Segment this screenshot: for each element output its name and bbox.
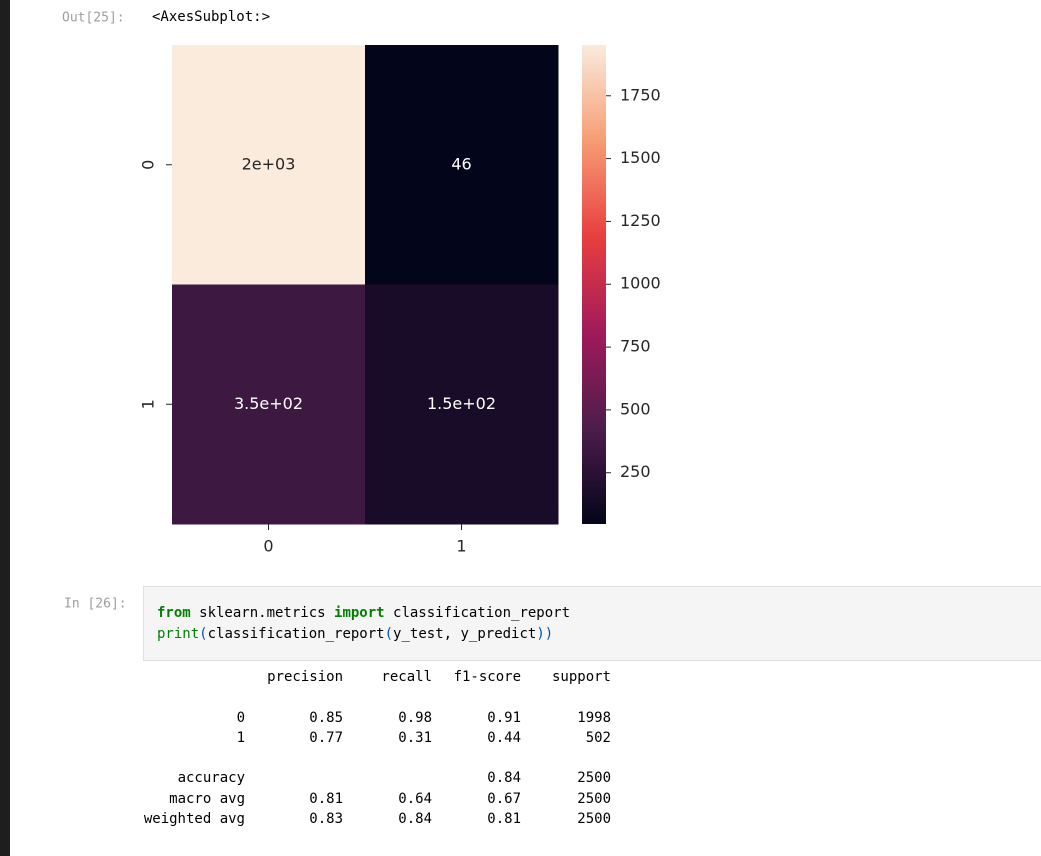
cell-label: 1.5e+02 xyxy=(427,394,496,413)
report-row-label: weighted avg xyxy=(144,811,245,827)
heatmap-cell xyxy=(365,45,559,285)
output-text: <AxesSubplot:> xyxy=(152,9,270,25)
report-value: 0.67 xyxy=(487,791,521,807)
report-value: 1998 xyxy=(577,710,611,726)
report-header: support xyxy=(552,669,611,685)
report-value: 2500 xyxy=(577,791,611,807)
code-token: classification_report xyxy=(385,605,570,621)
report-value: 2500 xyxy=(577,770,611,786)
colorbar-tick-label: 1250 xyxy=(620,211,661,230)
code-token: y_test, y_predict xyxy=(393,626,536,642)
out-prompt: Out[25]: xyxy=(62,11,125,26)
code-token: from xyxy=(157,605,191,621)
code-line: print(classification_report(y_test, y_pr… xyxy=(157,626,553,642)
colorbar-tick-label: 750 xyxy=(620,337,651,356)
report-row-label: 1 xyxy=(237,730,245,746)
code-token: )) xyxy=(536,626,553,642)
y-tick-label: 1 xyxy=(139,399,158,409)
colorbar-tick-label: 500 xyxy=(620,399,651,418)
colorbar-tick-label: 1000 xyxy=(620,274,661,293)
heatmap-cell xyxy=(172,45,366,285)
code-token: ( xyxy=(199,626,207,642)
report-header: recall xyxy=(381,669,432,685)
report-value: 2500 xyxy=(577,811,611,827)
report-value: 0.83 xyxy=(309,811,343,827)
report-value: 0.31 xyxy=(398,730,432,746)
report-value: 0.81 xyxy=(487,811,521,827)
colorbar-tick-label: 1750 xyxy=(620,85,661,104)
report-value: 0.77 xyxy=(309,730,343,746)
colorbar-tick-label: 250 xyxy=(620,462,651,481)
code-token: print xyxy=(157,626,199,642)
report-value: 502 xyxy=(586,730,611,746)
report-row-label: 0 xyxy=(237,710,245,726)
report-row-label: accuracy xyxy=(178,770,245,786)
code-token: classification_report xyxy=(208,626,385,642)
colorbar-tick-label: 1500 xyxy=(620,148,661,167)
cell-label: 3.5e+02 xyxy=(234,394,303,413)
code-line: from sklearn.metrics import classificati… xyxy=(157,605,570,621)
cell-label: 2e+03 xyxy=(242,154,296,173)
report-value: 0.84 xyxy=(487,770,521,786)
y-tick-label: 0 xyxy=(139,160,158,170)
report-header: f1-score xyxy=(454,669,521,685)
colorbar xyxy=(582,45,606,524)
heatmap-cell xyxy=(172,284,366,525)
report-header: precision xyxy=(267,669,343,685)
heatmap-cell xyxy=(365,284,559,525)
in-prompt: In [26]: xyxy=(64,597,127,612)
code-token: sklearn.metrics xyxy=(191,605,334,621)
code-token: import xyxy=(334,605,385,621)
side-strip xyxy=(0,0,10,856)
x-tick-label: 0 xyxy=(263,537,273,556)
code-box[interactable] xyxy=(143,586,1041,661)
report-value: 0.85 xyxy=(309,710,343,726)
report-value: 0.81 xyxy=(309,791,343,807)
report-value: 0.98 xyxy=(398,710,432,726)
report-value: 0.64 xyxy=(398,791,432,807)
x-tick-label: 1 xyxy=(456,537,466,556)
report-value: 0.44 xyxy=(487,730,521,746)
code-token: ( xyxy=(385,626,393,642)
report-row-label: macro avg xyxy=(169,791,245,807)
report-value: 0.91 xyxy=(487,710,521,726)
report-value: 0.84 xyxy=(398,811,432,827)
cell-label: 46 xyxy=(451,154,471,173)
